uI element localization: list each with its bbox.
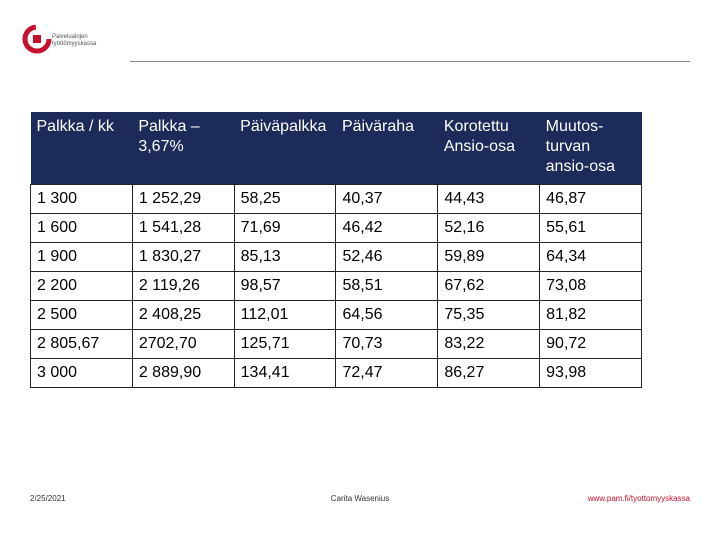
table-cell: 1 252,29 (131, 184, 235, 214)
table-cell: 81,82 (539, 300, 642, 330)
table-cell: 1 830,27 (131, 242, 235, 272)
table-cell: 93,98 (539, 358, 642, 388)
table-cell: 44,43 (437, 184, 541, 214)
table-cell: 98,57 (233, 271, 337, 301)
table-cell: 2702,70 (131, 329, 235, 359)
table-cell: 75,35 (437, 300, 541, 330)
footer-url: www.pam.fi/tyottomyyskassa (587, 494, 690, 503)
table-cell: 1 300 (30, 184, 133, 214)
header-row: Palkka / kk Palkka – 3,67% Päiväpalkka Päiv… (30, 112, 642, 185)
table-cell: 52,46 (335, 242, 439, 272)
table-cell: 46,87 (539, 184, 642, 214)
table-cell: 112,01 (233, 300, 337, 330)
table-cell: 55,61 (539, 213, 642, 243)
table: Palkka / kk Palkka – 3,67% Päiväpalkka Päiv… (30, 112, 642, 388)
table-cell: 58,25 (233, 184, 337, 214)
table-cell: 64,56 (335, 300, 439, 330)
logo-icon (22, 24, 52, 54)
header-cell: Palkka – 3,67% (132, 112, 235, 185)
table-cell: 52,16 (437, 213, 541, 243)
table-cell: 2 408,25 (131, 300, 235, 330)
table-row: 2 500 2 408,25 112,01 64,56 75,35 81,82 (30, 300, 642, 330)
table-cell: 90,72 (539, 329, 642, 359)
table-row: 1 900 1 830,27 85,13 52,46 59,89 64,34 (30, 242, 642, 272)
table-row: 3 000 2 889,90 134,41 72,47 86,27 93,98 (30, 358, 642, 388)
table-cell: 46,42 (335, 213, 439, 243)
footer-author: Carita Wasenius (330, 494, 390, 503)
table-cell: 1 900 (30, 242, 133, 272)
header-cell: Päiväraha (335, 112, 438, 185)
table-row: 2 805,67 2702,70 125,71 70,73 83,22 90,72 (30, 329, 642, 359)
table-row: 2 200 2 119,26 98,57 58,51 67,62 73,08 (30, 271, 642, 301)
table-cell: 67,62 (437, 271, 541, 301)
table-cell: 3 000 (30, 358, 133, 388)
table-cell: 58,51 (335, 271, 439, 301)
table-cell: 2 889,90 (131, 358, 235, 388)
table-row: 1 300 1 252,29 58,25 40,37 44,43 46,87 (30, 184, 642, 214)
header-cell: Päiväpalkka (234, 112, 336, 185)
logo-text: Palvelualojen työttömyyskassa (52, 34, 97, 47)
table-cell: 64,34 (539, 242, 642, 272)
table-cell: 59,89 (437, 242, 541, 272)
table-cell: 71,69 (233, 213, 337, 243)
table-body: 1 300 1 252,29 58,25 40,37 44,43 46,87 1 600 1 … (30, 184, 642, 388)
table-cell: 73,08 (539, 271, 642, 301)
footer-date: 2/25/2021 (30, 494, 66, 503)
table-cell: 2 805,67 (30, 329, 133, 359)
header-cell: Muutos-turvan ansio-osa (539, 112, 642, 185)
table-cell: 86,27 (437, 358, 541, 388)
table-row: 1 600 1 541,28 71,69 46,42 52,16 55,61 (30, 213, 642, 243)
table-cell: 1 541,28 (131, 213, 235, 243)
table-cell: 83,22 (437, 329, 541, 359)
header-cell: Palkka / kk (30, 112, 133, 185)
table-cell: 134,41 (233, 358, 337, 388)
table-cell: 2 119,26 (131, 271, 235, 301)
header-cell: Korotettu Ansio-osa (437, 112, 540, 185)
table-cell: 85,13 (233, 242, 337, 272)
table-cell: 125,71 (233, 329, 337, 359)
table-cell: 1 600 (30, 213, 133, 243)
table-cell: 2 500 (30, 300, 133, 330)
table-cell: 40,37 (335, 184, 439, 214)
table-cell: 70,73 (335, 329, 439, 359)
divider (130, 61, 690, 62)
table-cell: 2 200 (30, 271, 133, 301)
table-cell: 72,47 (335, 358, 439, 388)
